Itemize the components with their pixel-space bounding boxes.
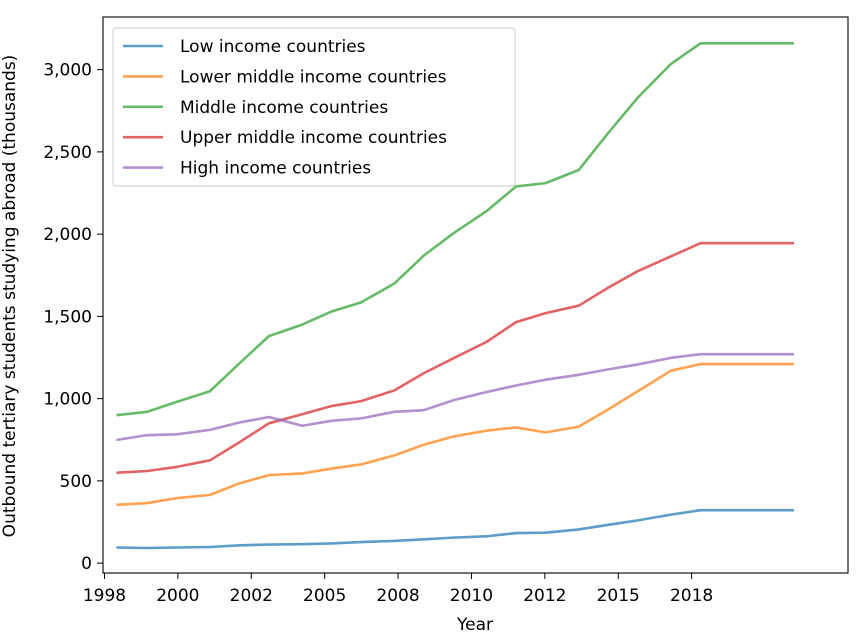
x-axis-ticks: 1998 2000 2002 2005 2008 2010 2012 2015 2018: [83, 573, 713, 606]
legend-label-low-income-countries: Low income countries: [180, 37, 366, 57]
legend-label-upper-middle-income-countries: Upper middle income countries: [180, 128, 447, 148]
x-axis-label: Year: [456, 615, 493, 635]
plot-frame: [102, 16, 849, 574]
series-line-middle-income-countries: [116, 42, 794, 417]
x-tick-label: 2000: [156, 586, 199, 606]
x-tick-label: 2012: [523, 586, 566, 606]
x-tick-label: 2018: [670, 586, 713, 606]
y-axis-ticks: 0 500 1,000 1,500 2,000 2,500 3,000: [43, 61, 103, 574]
series-line-low-income-countries: [116, 508, 794, 550]
legend-label-middle-income-countries: Middle income countries: [180, 98, 388, 118]
x-tick-label: 2002: [230, 586, 273, 606]
x-tick-label: 2010: [450, 586, 493, 606]
y-tick-label: 3,000: [43, 61, 92, 81]
x-tick-label: 1998: [83, 586, 126, 606]
y-tick-label: 0: [81, 554, 92, 574]
legend: Low income countries Lower middle income …: [112, 27, 516, 187]
series-line-lower-middle-income-countries: [116, 362, 794, 507]
plot-lines: [116, 42, 794, 550]
x-tick-label: 2005: [303, 586, 346, 606]
y-tick-label: 500: [60, 472, 92, 492]
series-line-high-income-countries: [116, 352, 794, 442]
x-tick-label: 2015: [597, 586, 640, 606]
legend-label-high-income-countries: High income countries: [180, 159, 371, 179]
y-tick-label: 1,500: [43, 307, 92, 327]
y-axis-label: Outbound tertiary students studying abro…: [0, 55, 20, 538]
legend-label-lower-middle-income-countries: Lower middle income countries: [180, 67, 447, 87]
series-line-upper-middle-income-countries: [116, 241, 794, 475]
y-tick-label: 2,000: [43, 225, 92, 245]
legend-box: [112, 27, 516, 187]
x-tick-label: 2008: [376, 586, 419, 606]
y-tick-label: 1,000: [43, 390, 92, 410]
y-tick-label: 2,500: [43, 143, 92, 163]
